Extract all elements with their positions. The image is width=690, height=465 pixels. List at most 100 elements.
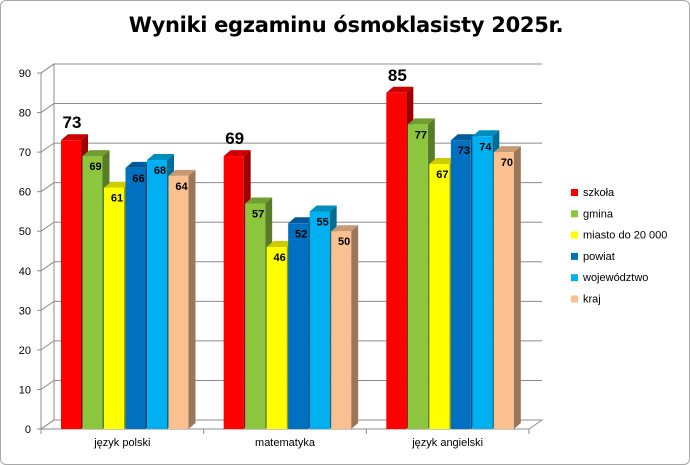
data-label: 67 [436, 169, 448, 181]
legend: szkoła gmina miasto do 20 000 powiat wojewód… [571, 187, 667, 306]
legend-label: powiat [583, 251, 615, 263]
data-label: 69 [225, 129, 244, 148]
bar-top [147, 154, 174, 161]
gridline [40, 103, 542, 113]
legend-swatch [571, 189, 578, 196]
data-label: 57 [252, 209, 264, 221]
legend-item: kraj [571, 294, 601, 306]
data-label: 46 [274, 252, 286, 264]
data-label: 52 [295, 228, 307, 240]
bar-front [266, 247, 287, 429]
bar-front [147, 160, 167, 429]
bar-top [386, 86, 414, 93]
bar [168, 169, 196, 429]
bar-top [472, 130, 500, 137]
legend-label: szkoła [583, 187, 615, 199]
legend-item: powiat [571, 251, 615, 263]
bar [493, 146, 521, 429]
gridlines [40, 63, 542, 430]
y-tick-label: 20 [19, 345, 31, 357]
bar-top [309, 205, 337, 212]
bar-top [266, 241, 294, 248]
data-label: 73 [63, 113, 82, 132]
legend-label: województwo [582, 272, 648, 284]
bar-front [450, 140, 471, 429]
x-category-label: matematyka [255, 437, 316, 449]
data-labels: 73 69 61 66 68 64 69 57 46 52 55 50 85 77 67 73 74 70 [63, 66, 513, 264]
bar-front [168, 175, 189, 429]
data-label: 73 [458, 145, 470, 157]
legend-item: szkoła [571, 187, 615, 199]
data-label: 66 [132, 173, 144, 185]
gridline [40, 221, 542, 232]
legend-swatch [571, 295, 578, 303]
bar-front [386, 92, 407, 430]
bar-front [493, 152, 514, 429]
bar-top [104, 181, 131, 188]
legend-item: gmina [571, 208, 614, 220]
bar [331, 225, 359, 429]
bar-front [331, 231, 352, 429]
gridline [40, 300, 542, 311]
gridline [40, 261, 542, 272]
bar-top [82, 150, 110, 157]
y-tick-label: 50 [19, 226, 31, 238]
data-label: 77 [415, 129, 427, 141]
bar-top [429, 157, 457, 164]
bar-top [61, 134, 88, 141]
y-tick-label: 90 [19, 68, 31, 80]
gridline [40, 142, 542, 153]
gridline [40, 379, 542, 390]
y-tick-label: 30 [19, 305, 31, 317]
bar-front [245, 203, 266, 429]
y-tick-label: 70 [19, 147, 31, 159]
bar-front [407, 124, 428, 429]
legend-label: miasto do 20 000 [583, 230, 667, 242]
data-label: 50 [338, 236, 350, 248]
bar-side [351, 225, 359, 429]
y-tick-label: 10 [19, 384, 31, 396]
bar-front [472, 136, 493, 430]
legend-swatch [571, 274, 578, 282]
x-category-label: język angielski [411, 437, 483, 449]
gridline [40, 340, 542, 351]
data-label: 70 [501, 157, 513, 169]
legend-item: województwo [571, 272, 648, 284]
y-tick-label: 40 [19, 266, 31, 278]
legend-swatch [571, 210, 578, 218]
data-label: 85 [388, 66, 407, 85]
data-label: 55 [317, 216, 329, 228]
x-category-label: język polski [93, 437, 150, 449]
bar-front [429, 163, 450, 429]
bar-top [331, 225, 359, 232]
chart-title: Wyniki egzaminu ósmoklasisty 2025r. [128, 13, 564, 37]
data-label: 61 [111, 193, 123, 205]
bar-top [407, 118, 435, 125]
bar-top [245, 197, 273, 204]
bar-top [288, 217, 316, 224]
data-label: 74 [479, 141, 492, 153]
bar-top [493, 146, 521, 153]
bar-side [513, 146, 521, 429]
bar-front [61, 140, 81, 429]
bar-top [125, 161, 153, 168]
legend-item: miasto do 20 000 [571, 230, 667, 242]
bar-top [450, 134, 478, 141]
bar-front [223, 156, 244, 430]
bar-side [188, 169, 196, 429]
bars [61, 86, 521, 430]
y-tick-label: 60 [19, 187, 31, 199]
bar-top [223, 150, 251, 157]
side-wall [40, 63, 55, 430]
bar-front [288, 223, 309, 429]
legend-swatch [571, 231, 578, 239]
data-label: 69 [89, 161, 101, 173]
bar-front [104, 187, 124, 429]
y-tick-label: 80 [19, 108, 31, 120]
bar-front [125, 167, 146, 429]
y-tick-label: 0 [25, 424, 31, 436]
bar-front [82, 156, 103, 430]
data-label: 68 [154, 165, 166, 177]
